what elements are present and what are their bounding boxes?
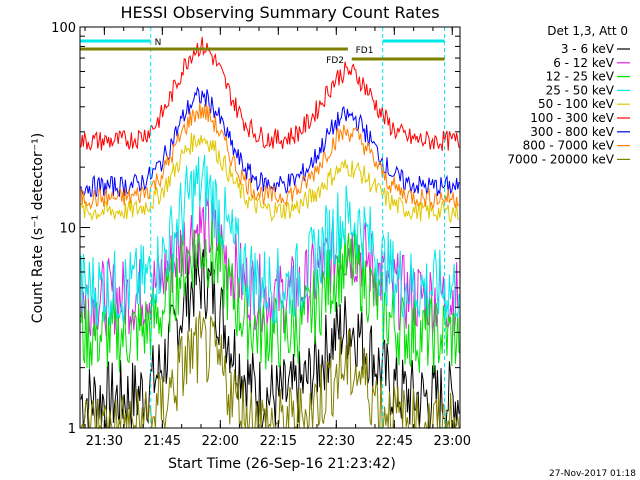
timestamp: 27-Nov-2017 01:18 — [549, 469, 636, 479]
series-line — [80, 218, 460, 373]
series-line — [80, 192, 460, 337]
series-line — [80, 310, 460, 430]
legend-label: 12 - 25 keV — [546, 70, 615, 84]
series-line — [80, 86, 460, 198]
series-line — [80, 102, 460, 210]
y-axis-label: Count Rate (s⁻¹ detector⁻¹) — [30, 133, 46, 323]
x-tick-label: 22:15 — [260, 434, 297, 449]
y-tick-label: 1 — [68, 422, 76, 437]
series-curves — [80, 36, 460, 430]
x-tick-label: 22:45 — [376, 434, 413, 449]
legend-header: Det 1,3, Att 0 — [547, 24, 628, 38]
chart-title: HESSI Observing Summary Count Rates — [120, 3, 439, 22]
axes: 21:30 21:45 22:00 22:15 22:30 22:45 23:00 1 10 10… — [51, 21, 471, 449]
flag-label: FD1 — [356, 46, 374, 56]
legend-label: 3 - 6 keV — [561, 42, 615, 56]
flag-label: FD2 — [326, 56, 344, 66]
legend-label: 800 - 7000 keV — [523, 139, 615, 153]
legend-label: 6 - 12 keV — [553, 56, 615, 70]
x-axis-label: Start Time (26-Sep-16 21:23:42) — [168, 456, 396, 472]
legend-label: 300 - 800 keV — [530, 125, 614, 139]
legend-label: 50 - 100 keV — [538, 97, 615, 111]
x-tick-label: 21:45 — [144, 434, 181, 449]
x-tick-label: 22:00 — [202, 434, 239, 449]
legend-label: 7000 - 20000 keV — [507, 152, 614, 166]
series-line — [80, 36, 460, 151]
legend-label: 100 - 300 keV — [530, 111, 614, 125]
flag-label: N — [155, 38, 162, 48]
x-tick-label: 21:30 — [86, 434, 123, 449]
series-line — [80, 154, 460, 327]
legend-label: 25 - 50 keV — [546, 83, 615, 97]
x-tick-label: 22:30 — [318, 434, 355, 449]
flag-bars: N FD1 FD2 — [80, 27, 446, 428]
y-tick-label: 100 — [51, 21, 76, 36]
y-tick-label: 10 — [59, 222, 76, 237]
x-tick-label: 23:00 — [434, 434, 471, 449]
series-line — [80, 132, 460, 224]
